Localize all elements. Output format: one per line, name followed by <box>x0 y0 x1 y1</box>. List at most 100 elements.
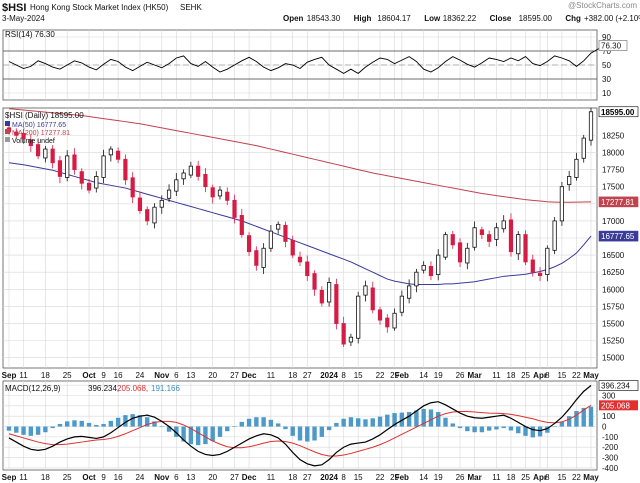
macd-histogram-bar <box>312 426 317 441</box>
candle-body <box>188 165 193 176</box>
chg-value: +382.00 (+2.10%) <box>584 14 640 23</box>
candle-body <box>407 285 412 299</box>
x-axis-label: 24 <box>135 371 144 380</box>
x-axis-label-bottom: 19 <box>434 473 443 482</box>
candle-body <box>152 206 157 224</box>
candle-body <box>79 171 84 184</box>
macd-histogram-bar <box>195 426 201 446</box>
macd-histogram-bar <box>392 413 397 427</box>
candle-body <box>268 230 274 249</box>
macd-histogram-bar <box>377 416 383 427</box>
x-axis-label: 26 <box>456 371 465 380</box>
macd-histogram-bar <box>50 426 55 429</box>
x-axis-label-bottom: Oct <box>82 473 96 482</box>
x-axis-label: 16 <box>114 371 123 380</box>
candle-body <box>341 323 346 345</box>
x-axis-label-bottom: 6 <box>174 473 179 482</box>
macd-histogram-bar <box>14 426 19 433</box>
index-name: Hong Kong Stock Market Index (HK50) <box>30 3 169 12</box>
macd-histogram-bar <box>399 412 405 427</box>
rsi-tick-label: 70 <box>602 47 611 56</box>
candle-body <box>101 155 106 178</box>
x-axis-label-bottom: 18 <box>288 473 297 482</box>
candle-body <box>159 199 164 208</box>
macd-histogram-bar <box>130 414 135 427</box>
candle-body <box>545 247 550 276</box>
close-label: Close <box>490 14 512 23</box>
candle-body <box>174 179 179 192</box>
macd-histogram-bar <box>486 426 492 431</box>
x-axis-label-bottom: 2024 <box>320 473 338 482</box>
ma50-line <box>8 162 592 286</box>
candle-body <box>312 273 317 290</box>
macd-histogram-bar <box>297 426 303 441</box>
candle-body <box>196 165 201 177</box>
x-axis-label-bottom: 8 <box>341 473 346 482</box>
macd-histogram-bar <box>145 417 150 427</box>
x-axis-label: 14 <box>419 371 428 380</box>
macd-histogram-bar <box>385 414 390 427</box>
price-legend-title: $HSI (Daily) 18595.00 <box>5 111 84 120</box>
candle-body <box>356 295 361 339</box>
x-axis-label: 19 <box>434 371 443 380</box>
macd-histogram-bar <box>210 426 215 442</box>
candle-body <box>36 144 41 157</box>
price-tick-label: 15500 <box>602 320 625 329</box>
macd-histogram-bar <box>501 426 506 429</box>
open-value: 18543.30 <box>307 14 341 23</box>
candle-body <box>50 148 55 164</box>
x-axis-label: 18 <box>41 371 50 380</box>
candle-body <box>217 189 223 197</box>
x-axis-label-bottom: 15 <box>557 473 566 482</box>
candle-body <box>457 242 463 263</box>
x-axis-label: Apr <box>533 371 547 380</box>
candle-body <box>574 158 579 178</box>
price-tick-label: 17500 <box>602 183 625 192</box>
x-axis-label-bottom: 8 <box>545 473 550 482</box>
exchange-label: SEHK <box>180 3 202 12</box>
x-axis-label-bottom: 20 <box>208 473 217 482</box>
candle-body <box>501 220 506 230</box>
signal-last-value: 205.068 <box>601 401 630 410</box>
ma200-legend: MA(200) 17277.81 <box>12 130 70 137</box>
macd-histogram-bar <box>516 426 521 434</box>
x-axis-label-bottom: 16 <box>114 473 123 482</box>
candle-body <box>123 158 128 181</box>
candle-body <box>479 229 484 235</box>
x-axis-label-bottom: 27 <box>303 473 312 482</box>
x-axis-label-bottom: 25 <box>63 473 72 482</box>
candle-body <box>261 247 266 268</box>
ma200-legend-swatch <box>5 129 10 134</box>
symbol-label: $HSI <box>2 2 26 14</box>
macd-tick-label: -300 <box>602 454 619 463</box>
macd-histogram-bar <box>341 418 346 427</box>
macd-histogram-bar <box>166 426 172 432</box>
macd-histogram-bar <box>217 426 223 437</box>
x-axis-label: 8 <box>341 371 346 380</box>
macd-histogram-bar <box>35 426 41 435</box>
macd-histogram-bar <box>479 426 485 433</box>
macd-tick-label: -200 <box>602 443 619 452</box>
macd-histogram-bar <box>239 421 244 427</box>
candle-body <box>567 176 572 186</box>
candle-body <box>210 187 215 198</box>
macd-histogram-bar <box>108 420 114 427</box>
x-axis-label: 11 <box>492 371 501 380</box>
watermark: @StockCharts.com <box>568 1 637 10</box>
x-axis-label: 6 <box>174 371 179 380</box>
candle-body <box>225 191 230 201</box>
x-axis-label-bottom: Sep <box>2 473 17 482</box>
x-axis-label: 20 <box>208 371 217 380</box>
candle-body <box>334 284 339 324</box>
candle-body <box>166 189 172 199</box>
candle-body <box>305 261 310 277</box>
rsi-tick-label: 50 <box>602 61 611 70</box>
macd-histogram-bar <box>436 412 441 427</box>
macd-histogram-bar <box>545 426 550 433</box>
price-last-close-box <box>598 106 639 118</box>
x-axis-label: 15 <box>557 371 566 380</box>
x-axis-label-bottom: 26 <box>456 473 465 482</box>
x-axis-label: Mar <box>467 371 481 380</box>
candle-body <box>65 155 70 178</box>
